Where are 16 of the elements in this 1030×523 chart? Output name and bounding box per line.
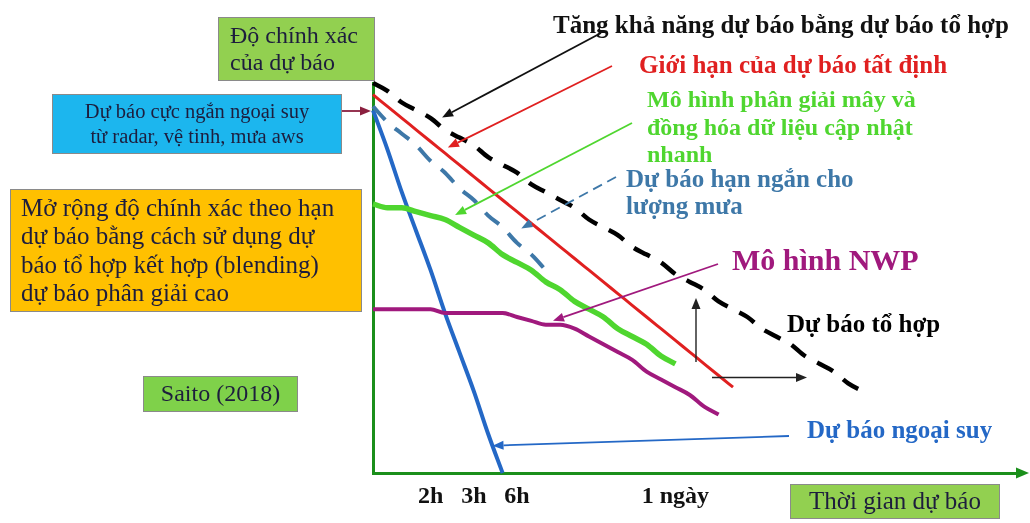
- x-tick-label: 2h: [417, 481, 444, 508]
- y-axis-title: Độ chính xác của dự báo: [230, 22, 359, 76]
- x-tick-label: 1 ngày: [641, 481, 710, 508]
- legend-label: Dự báo hạn ngắn cho lượng mưa: [626, 165, 854, 219]
- series-label: Dự báo tổ hợp: [787, 310, 941, 337]
- text: Mở rộng độ chính xác theo hạn dự báo bằng cách sử dụng dự báo tổ hợp kết hợp (blending) dự báo phân giải cao: [21, 193, 336, 308]
- text: Dự báo ngoại suy: [807, 416, 993, 443]
- text: Mô hình NWP: [732, 243, 919, 276]
- x-axis-title: Thời gian dự báo: [809, 486, 981, 517]
- text: Dự báo cực ngắn ngoại suy từ radar, vệ tinh, mưa aws: [83, 99, 311, 149]
- text: Giới hạn của dự báo tất định: [639, 51, 948, 78]
- text: Mô hình phân giải mây và đồng hóa dữ liệu cập nhật nhanh: [647, 86, 916, 167]
- text: Tăng khả năng dự báo bằng dự báo tổ hợp: [553, 11, 1009, 38]
- text: Saito (2018): [160, 379, 281, 409]
- x-tick-label: 3h: [461, 481, 487, 508]
- x-tick-label: 6h: [504, 481, 530, 508]
